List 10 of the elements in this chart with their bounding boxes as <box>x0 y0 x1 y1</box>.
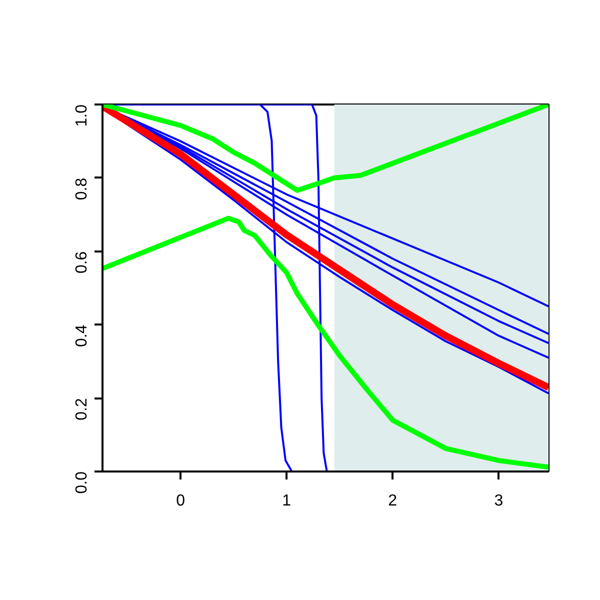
y-tick-label: 0.8 <box>74 178 90 200</box>
x-tick-label: 1 <box>282 492 292 510</box>
y-tick-label: 1.0 <box>74 104 90 127</box>
y-tick-label: 0.4 <box>74 324 90 347</box>
y-tick-label: 0.0 <box>74 471 90 494</box>
x-tick-label: 2 <box>388 492 398 510</box>
y-tick-label: 0.2 <box>74 398 90 420</box>
x-tick-label: 3 <box>494 492 504 510</box>
y-tick-label: 0.6 <box>74 251 90 274</box>
x-tick-label: 0 <box>176 492 186 510</box>
